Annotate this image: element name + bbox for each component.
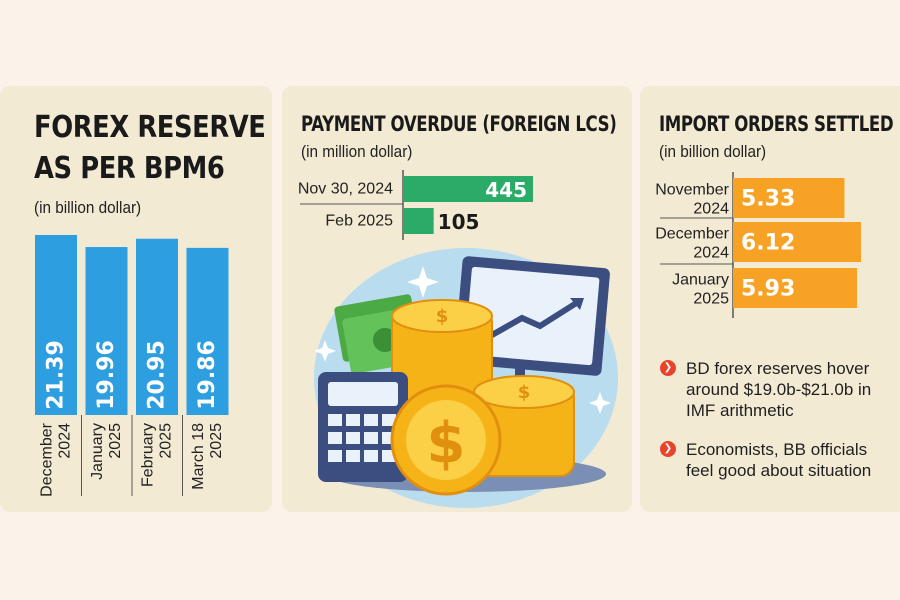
overdue-bar-value: 445 (485, 178, 527, 202)
chevron-right-icon: ❯ (660, 360, 676, 376)
forex-tick-label: 2024 (57, 423, 74, 459)
imports-category-label: January (672, 272, 729, 289)
forex-tick-label: December (39, 422, 56, 496)
forex-bar-value: 19.96 (94, 340, 119, 410)
forex-bar-value: 21.39 (44, 340, 69, 410)
imports-bar (733, 178, 845, 218)
bullet-text: Economists, BB officials feel good about… (686, 440, 872, 480)
bullet-text: BD forex reserves hover around $19.0b-$2… (686, 359, 872, 420)
overdue-bar (403, 208, 434, 234)
overdue-title: PAYMENT OVERDUE (FOREIGN LCS) (301, 112, 617, 136)
forex-bar-value: 19.86 (195, 340, 220, 410)
overdue-category-label: Nov 30, 2024 (298, 181, 393, 198)
imports-title: IMPORT ORDERS SETTLED (659, 112, 894, 136)
chevron-right-icon: ❯ (660, 441, 676, 457)
imports-category-label: 2024 (693, 245, 729, 262)
forex-tick-label: March 18 (190, 423, 207, 490)
forex-bar (35, 235, 77, 415)
overdue-bar-value: 105 (438, 210, 480, 234)
forex-bar (136, 238, 178, 415)
forex-tick-label: 2025 (158, 423, 175, 459)
overdue-subtitle: (in million dollar) (301, 142, 413, 161)
forex-title-line1: FOREX RESERVE (34, 110, 266, 145)
forex-bar (85, 247, 128, 415)
overdue-category-label: Feb 2025 (325, 213, 393, 230)
forex-title-line2: AS PER BPM6 (34, 151, 225, 186)
forex-tick-label: 2025 (208, 423, 225, 459)
imports-bar-value: 6.12 (741, 231, 795, 256)
imports-subtitle: (in billion dollar) (659, 142, 767, 161)
forex-tick-label: 2025 (107, 423, 124, 459)
forex-bar-value: 20.95 (145, 340, 170, 410)
forex-subtitle: (in billion dollar) (34, 198, 142, 217)
svg-text:$: $ (427, 411, 466, 476)
imports-category-label: 2025 (693, 291, 729, 308)
imports-bar (733, 268, 858, 308)
imports-bar-value: 5.93 (741, 277, 795, 302)
svg-text:$: $ (436, 306, 449, 327)
imports-bar (733, 222, 861, 262)
imports-category-label: 2024 (693, 201, 729, 218)
imports-category-label: December (655, 226, 729, 243)
svg-text:$: $ (518, 382, 531, 403)
forex-tick-label: January (89, 423, 106, 480)
overdue-bar (403, 176, 533, 202)
forex-bar (186, 247, 229, 415)
imports-bar-value: 5.33 (741, 187, 795, 212)
imports-category-label: November (655, 182, 729, 199)
forex-tick-label: February (140, 423, 157, 487)
